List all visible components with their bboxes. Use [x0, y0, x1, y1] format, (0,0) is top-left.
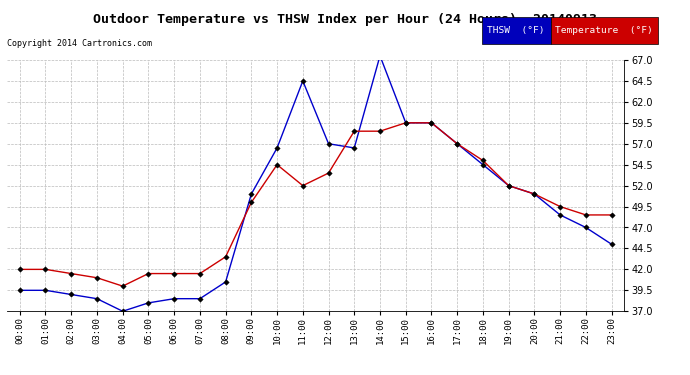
Text: THSW  (°F): THSW (°F) — [487, 26, 545, 35]
Text: Temperature  (°F): Temperature (°F) — [555, 26, 653, 35]
Text: Copyright 2014 Cartronics.com: Copyright 2014 Cartronics.com — [7, 39, 152, 48]
Text: Outdoor Temperature vs THSW Index per Hour (24 Hours)  20140913: Outdoor Temperature vs THSW Index per Ho… — [93, 13, 597, 26]
